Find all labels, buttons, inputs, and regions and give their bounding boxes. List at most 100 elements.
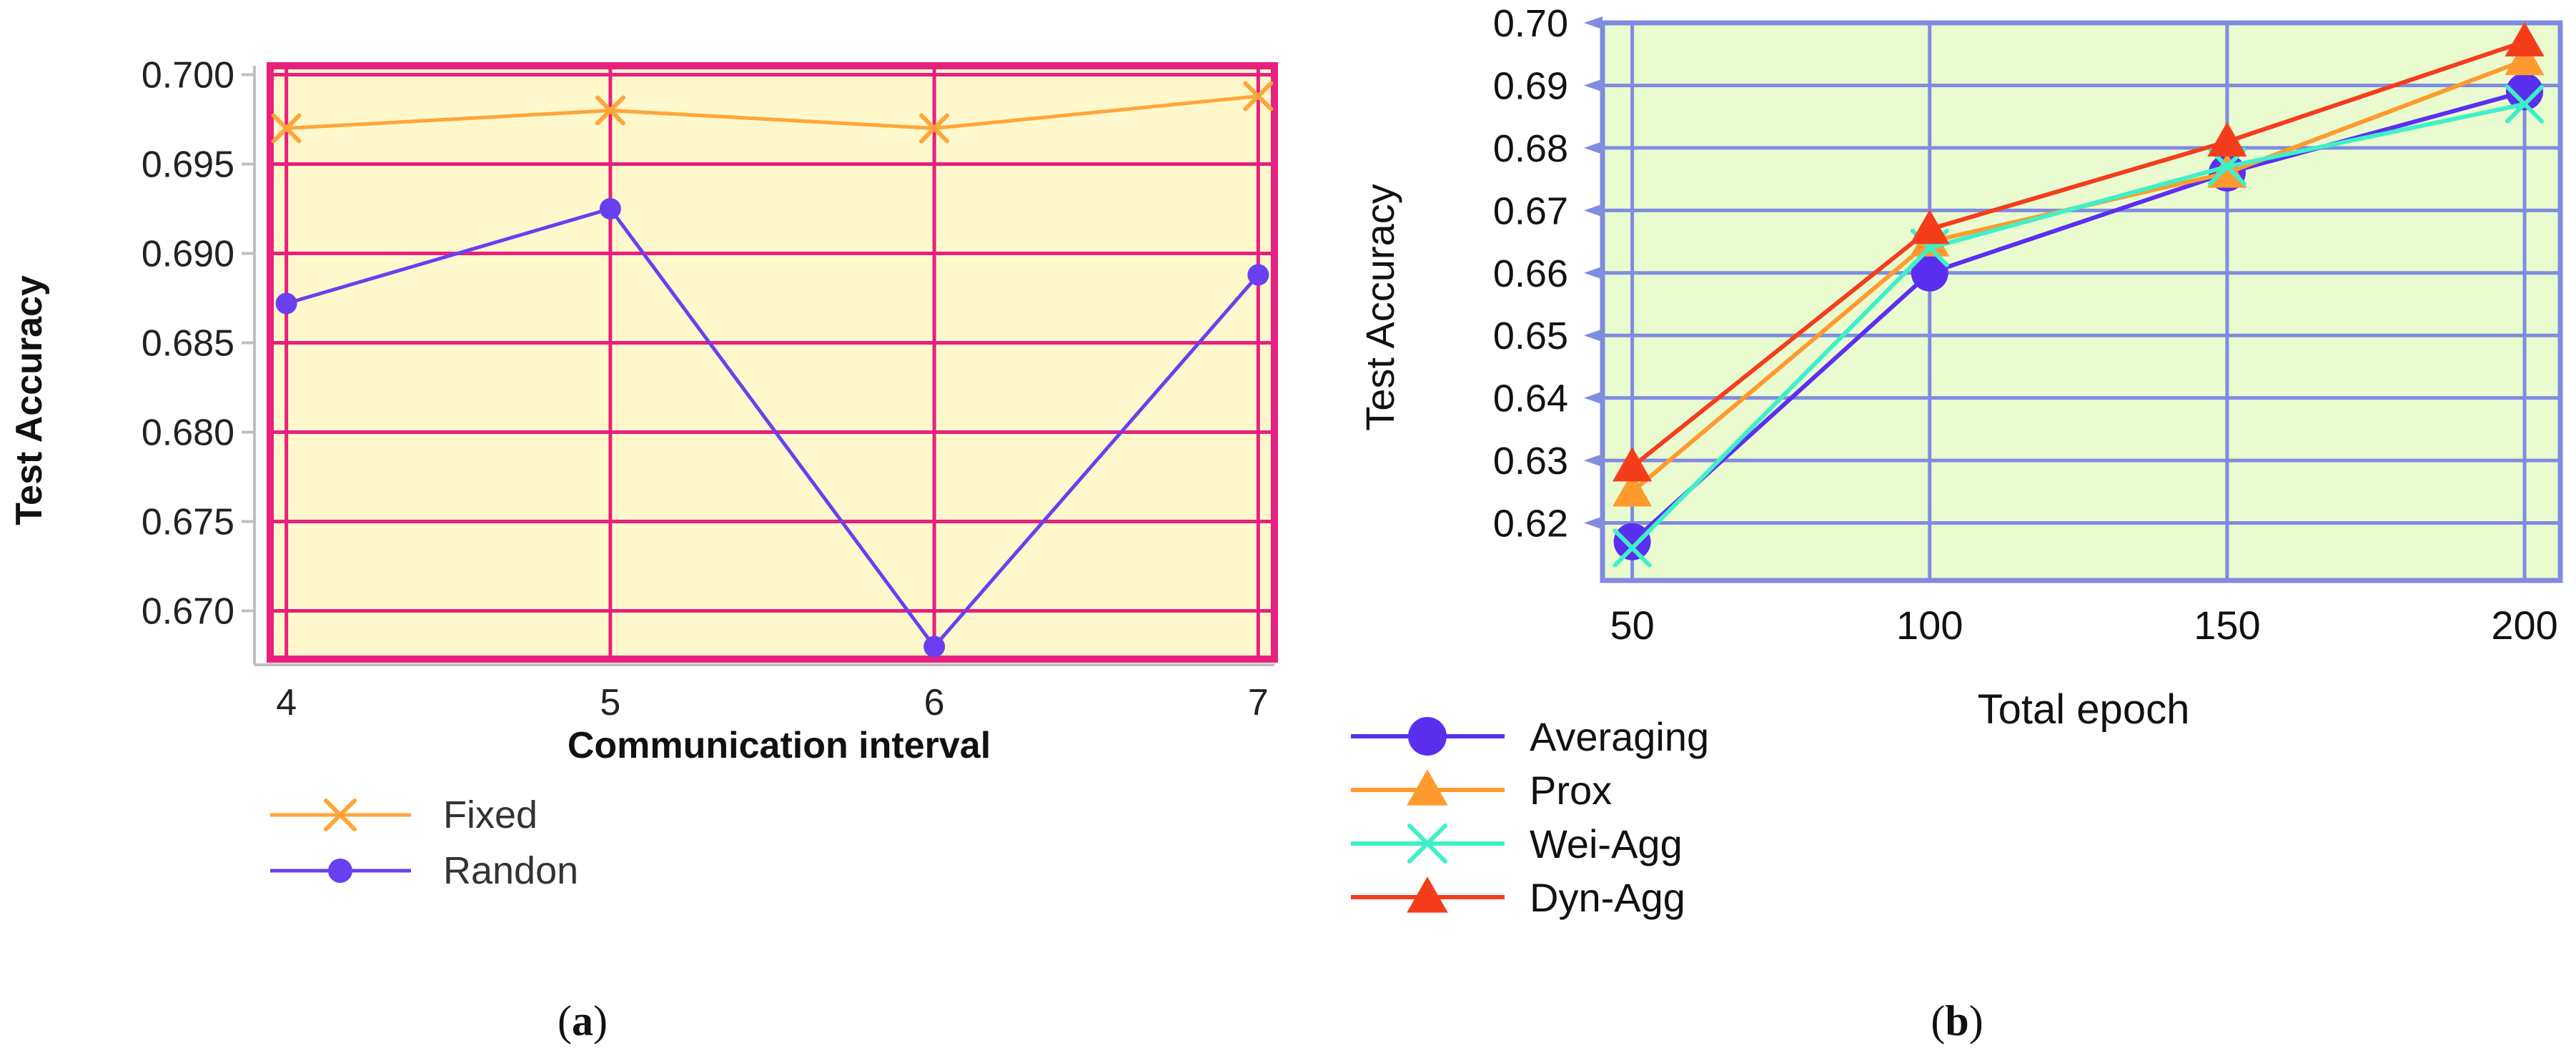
- panel-b-y-tick-7: [1584, 79, 1602, 92]
- panel-b-series: [1613, 21, 2545, 568]
- panel-a-y-tick-label: 0.675: [142, 502, 234, 543]
- panel-b-y-tick-labels: 0.62 0.63 0.64 0.65 0.66 0.67 0.68 0.69 0.70: [1493, 2, 1568, 545]
- panel-b-plot-background: [1602, 23, 2560, 580]
- panel-a-caption-letter: a: [572, 997, 593, 1044]
- panel-a-legend-marker-fixed-stroke-2: [324, 799, 357, 831]
- panel-b-point-averaging-100: [1911, 254, 1948, 292]
- panel-b-y-axis-label: Test Accuracy: [1357, 184, 1402, 430]
- panel-a-point-fixed-7: [1243, 81, 1274, 112]
- panel-b-point-wei-agg-200: [2505, 84, 2545, 124]
- panel-a-y-tick-label: 0.670: [142, 591, 234, 633]
- panel-a-legend-marker-randon: [328, 859, 352, 883]
- panel-b-y-tick-label: 0.67: [1493, 189, 1568, 232]
- panel-b-tick-marks: [1584, 16, 1602, 530]
- panel-b-y-tick-4: [1584, 266, 1602, 280]
- panel-a-point-randon-6: [923, 636, 946, 658]
- panel-a-y-tick-label: 0.680: [142, 412, 234, 454]
- panel-b-point-averaging-50: [1613, 523, 1651, 560]
- panel-b-point-wei-agg-200-stroke-2: [2505, 84, 2545, 124]
- panel-b-y-tick-2: [1584, 391, 1602, 405]
- panel-a-series-line-randon: [285, 207, 1260, 650]
- panel-b-y-tick-label: 0.66: [1493, 252, 1568, 295]
- panel-a-point-fixed-4: [271, 113, 302, 144]
- panel-b-y-tick-label: 0.65: [1493, 315, 1568, 357]
- panel-b-legend-marker-wei-agg-stroke-2: [1407, 824, 1447, 864]
- panel-b-x-tick-label: 200: [2491, 603, 2557, 648]
- panel-a-point-fixed-6: [919, 113, 950, 144]
- panel-a-x-tick-label: 6: [924, 682, 945, 723]
- panel-b-caption-letter: b: [1945, 997, 1968, 1044]
- panel-b-point-wei-agg-50: [1613, 528, 1652, 568]
- panel-b-y-tick-label: 0.70: [1493, 2, 1568, 45]
- panel-b-y-tick-label: 0.69: [1493, 64, 1568, 107]
- panel-a-legend-label-fixed: Fixed: [443, 794, 538, 836]
- panel-b-point-averaging-200: [2506, 73, 2544, 111]
- panel-b-x-tick-label: 150: [2194, 603, 2260, 648]
- panel-a-y-tick-label: 0.685: [142, 323, 234, 365]
- panel-b-legend-label-prox: Prox: [1530, 768, 1612, 813]
- panel-b-legend-label-wei-agg: Wei-Agg: [1530, 821, 1683, 866]
- panel-b-point-dyn-agg-200: [2505, 21, 2545, 56]
- panel-b-series-line-wei-agg: [1630, 102, 2525, 550]
- panel-b-point-dyn-agg-150: [2207, 122, 2247, 157]
- panel-b-legend-marker-dyn-agg: [1407, 876, 1448, 913]
- panel-b-legend: Averaging Prox Wei-Agg Dyn-Agg: [1351, 714, 1709, 920]
- panel-a-x-tick-labels: 4 5 6 7: [276, 682, 1269, 723]
- panel-b-legend-marker-wei-agg: [1407, 824, 1447, 864]
- panel-a-y-tick-label: 0.700: [142, 55, 234, 97]
- panel-a-point-fixed-4-stroke-2: [271, 113, 302, 144]
- panel-b-legend-label-dyn-agg: Dyn-Agg: [1530, 875, 1685, 920]
- panel-b-y-tick-3: [1584, 329, 1602, 342]
- panel-b-point-dyn-agg-100: [1910, 209, 1950, 244]
- panel-a-y-tick-label: 0.690: [142, 234, 234, 275]
- panel-a-legend-marker-fixed: [324, 799, 357, 831]
- panel-a-point-fixed-5-stroke-2: [595, 95, 625, 126]
- panel-b-y-tick-1: [1584, 454, 1602, 468]
- panel-b-point-wei-agg-50-stroke-2: [1613, 528, 1652, 568]
- panel-b-x-axis-label: Total epoch: [1978, 686, 2190, 733]
- panel-a-y-axis-label: Test Accuracy: [9, 275, 50, 525]
- panel-b-series-line-averaging: [1630, 89, 2525, 544]
- panel-b-y-tick-5: [1584, 204, 1602, 217]
- panel-b-legend-label-averaging: Averaging: [1530, 714, 1709, 759]
- panel-a-chart: 0.670 0.675 0.680 0.685 0.690 0.695 0.700 4 5 6 7…: [9, 55, 1278, 892]
- panel-a-y-tick-label: 0.695: [142, 144, 234, 186]
- panel-b-point-dyn-agg-50: [1613, 447, 1653, 482]
- panel-b-x-tick-label: 100: [1896, 603, 1963, 648]
- panel-a-legend: Fixed Randon: [270, 794, 578, 892]
- panel-b-y-tick-label: 0.64: [1493, 377, 1568, 420]
- panel-b-y-tick-0: [1584, 516, 1602, 530]
- panel-a-y-tick-labels: 0.670 0.675 0.680 0.685 0.690 0.695 0.700: [142, 55, 234, 633]
- panel-a-point-randon-7: [1247, 264, 1269, 286]
- panel-a-plot-background: [270, 66, 1274, 659]
- panel-b-point-prox-50: [1613, 472, 1653, 507]
- panel-b-y-tick-label: 0.63: [1493, 440, 1568, 483]
- panel-b-y-tick-label: 0.62: [1493, 503, 1568, 545]
- panel-a-legend-label-randon: Randon: [443, 849, 578, 892]
- panel-a-x-tick-label: 4: [276, 682, 297, 723]
- panel-b-point-prox-200: [2505, 40, 2545, 76]
- panel-a-series-line-fixed: [286, 94, 1259, 131]
- panel-b-x-tick-label: 50: [1610, 603, 1654, 648]
- panel-a-point-fixed-6-stroke-2: [919, 113, 950, 144]
- panel-a-plot-frame: [267, 62, 1278, 663]
- panel-a-x-axis-label: Communication interval: [568, 725, 991, 766]
- panel-b-series-line-dyn-agg: [1630, 39, 2526, 469]
- panel-a-x-tick-label: 7: [1248, 682, 1269, 723]
- panel-b-y-tick-6: [1584, 141, 1602, 154]
- panel-a-point-randon-5: [599, 198, 621, 219]
- panel-a-caption: (a): [558, 997, 608, 1044]
- panel-a-gridlines: [270, 66, 1274, 659]
- panel-b-y-tick-8: [1584, 16, 1602, 29]
- panel-a-point-fixed-7-stroke-2: [1243, 81, 1274, 112]
- panel-b-legend-marker-averaging: [1408, 717, 1447, 756]
- panel-a-x-tick-label: 5: [600, 682, 620, 723]
- panel-a-series: [271, 81, 1274, 658]
- panel-a-point-fixed-5: [595, 95, 625, 126]
- panel-b-chart: 0.62 0.63 0.64 0.65 0.66 0.67 0.68 0.69 0.70 50 1…: [1351, 2, 2563, 920]
- panel-b-legend-marker-prox: [1407, 769, 1448, 806]
- panel-b-y-tick-label: 0.68: [1493, 127, 1568, 170]
- panel-a-point-randon-4: [275, 292, 297, 315]
- panel-b-plot-frame: [1600, 20, 2563, 583]
